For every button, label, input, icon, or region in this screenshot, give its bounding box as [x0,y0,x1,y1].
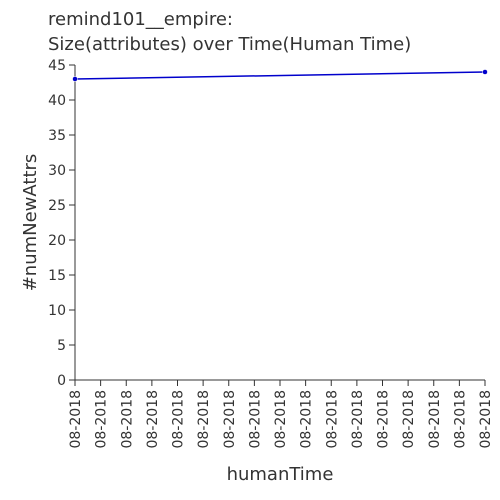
series-line [74,71,486,80]
y-tick-label: 40 [48,93,66,109]
x-tick-label: 08-2018 [145,390,161,449]
y-tick-label: 30 [48,163,66,179]
y-axis-ticks: 0 5 10 15 20 25 30 35 40 45 [48,58,75,389]
x-tick-label: 08-2018 [376,390,392,449]
x-tick-label: 08-2018 [94,390,110,449]
x-tick-label: 08-2018 [119,390,135,449]
x-axis-title: humanTime [227,464,334,485]
x-tick-label: 08-2018 [247,390,263,449]
y-tick-label: 15 [48,268,66,284]
y-tick-label: 25 [48,198,66,214]
y-tick-label: 35 [48,128,66,144]
y-tick-label: 5 [57,338,66,354]
data-point [72,76,78,82]
x-tick-label: 08-2018 [350,390,366,449]
x-tick-label: 08-2018 [273,390,289,449]
x-tick-label: 08-2018 [196,390,212,449]
x-tick-label: 08-2018 [324,390,340,449]
y-axis-title: #numNewAttrs [20,154,41,292]
x-tick-label: 08-2018 [68,390,84,449]
chart-title-line-2: Size(attributes) over Time(Human Time) [48,34,411,55]
x-tick-label: 08-2018 [478,390,494,449]
y-tick-label: 45 [48,58,66,74]
x-tick-label: 08-2018 [222,390,238,449]
x-tick-label: 08-2018 [401,390,417,449]
y-tick-label: 0 [57,373,66,389]
x-tick-label: 08-2018 [452,390,468,449]
y-tick-label: 20 [48,233,66,249]
x-tick-label: 08-2018 [299,390,315,449]
x-tick-label: 08-2018 [427,390,443,449]
x-axis-ticks: 08-2018 08-2018 08-2018 08-2018 08-2018 08-20… [68,380,494,449]
data-point [482,69,488,75]
y-tick-label: 10 [48,303,66,319]
x-tick-label: 08-2018 [171,390,187,449]
series-layer [72,69,488,82]
chart-title-line-1: remind101__empire: [48,9,233,30]
